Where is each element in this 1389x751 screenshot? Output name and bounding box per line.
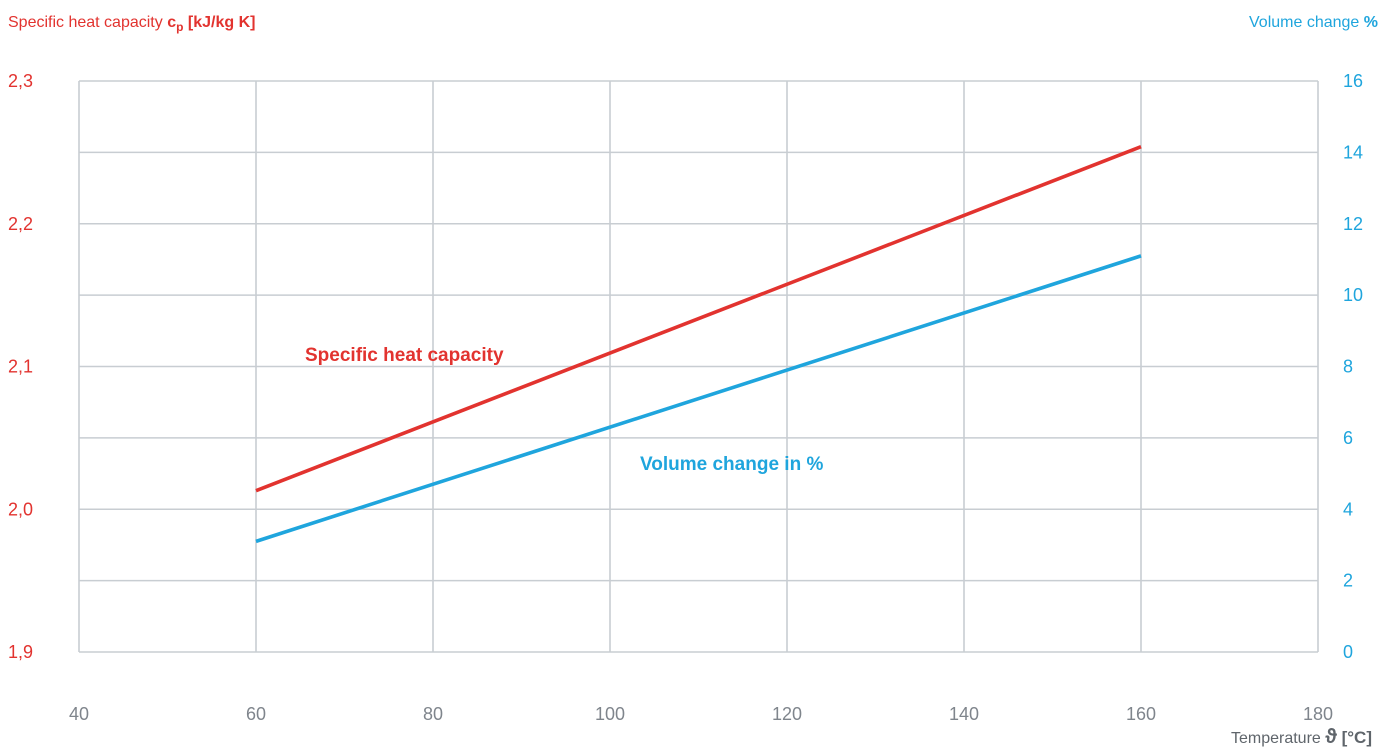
x-tick-label: 140	[949, 704, 979, 724]
y-right-tick-label: 6	[1343, 428, 1353, 448]
x-tick-label: 120	[772, 704, 802, 724]
y-right-tick-label: 10	[1343, 285, 1363, 305]
series-label-volume-change: Volume change in %	[640, 454, 823, 475]
y-right-tick-label: 8	[1343, 357, 1353, 377]
tick-labels: 1,9 2,0 2,1 2,2 2,3 0 2 4 6 8 10 12 14 16 40 60 80 100 120…	[8, 71, 1363, 724]
y-right-tick-label: 4	[1343, 499, 1353, 519]
volume-change-line	[256, 256, 1141, 542]
x-tick-label: 180	[1303, 704, 1333, 724]
series-label-specific-heat: Specific heat capacity	[305, 345, 504, 366]
y-left-tick-label: 2,1	[8, 357, 33, 377]
x-tick-label: 60	[246, 704, 266, 724]
x-tick-label: 160	[1126, 704, 1156, 724]
x-tick-label: 40	[69, 704, 89, 724]
x-axis-title: Temperature ϑ [°C]	[1231, 726, 1372, 748]
y-right-tick-label: 16	[1343, 71, 1363, 91]
y-left-tick-label: 2,2	[8, 214, 33, 234]
y-left-tick-label: 2,3	[8, 71, 33, 91]
y-left-tick-label: 2,0	[8, 499, 33, 519]
y-right-tick-label: 0	[1343, 642, 1353, 662]
left-axis-title: Specific heat capacity cp [kJ/kg K]	[8, 14, 255, 34]
y-right-tick-label: 12	[1343, 214, 1363, 234]
right-axis-title: Volume change %	[1249, 14, 1378, 31]
x-tick-label: 100	[595, 704, 625, 724]
specific-heat-line	[256, 147, 1141, 491]
y-left-tick-label: 1,9	[8, 642, 33, 662]
y-right-tick-label: 14	[1343, 142, 1363, 162]
y-right-tick-label: 2	[1343, 571, 1353, 591]
grid	[79, 81, 1318, 652]
x-tick-label: 80	[423, 704, 443, 724]
